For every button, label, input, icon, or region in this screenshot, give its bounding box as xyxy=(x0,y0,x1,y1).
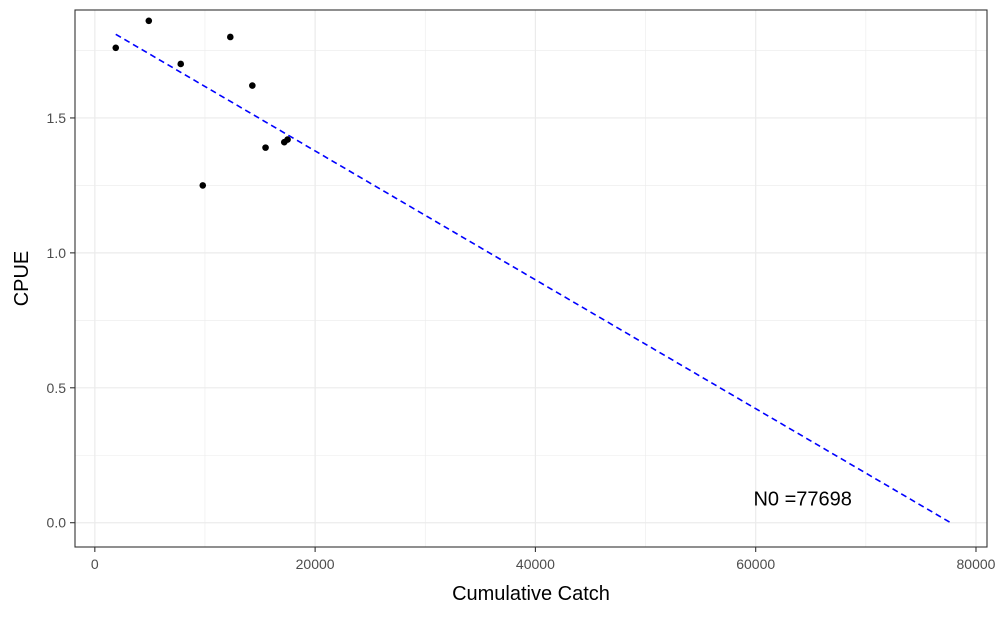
y-tick-label: 1.0 xyxy=(47,245,67,261)
axis-ticks: 0 20000 40000 60000 80000 0.0 0.5 1.0 1.5 xyxy=(47,110,996,572)
y-tick-label: 1.5 xyxy=(47,110,67,126)
x-tick-label: 60000 xyxy=(736,556,775,572)
data-points xyxy=(112,17,291,189)
data-point xyxy=(262,144,269,151)
x-tick-label: 20000 xyxy=(296,556,335,572)
annotations: N0 =77698 xyxy=(753,488,851,510)
annotation-label: N0 =77698 xyxy=(753,488,851,510)
x-tick-label: 0 xyxy=(91,556,99,572)
y-tick-label: 0.0 xyxy=(47,515,67,531)
x-axis-title: Cumulative Catch xyxy=(452,583,610,605)
y-tick-label: 0.5 xyxy=(47,380,67,396)
x-tick-label: 40000 xyxy=(516,556,555,572)
fit-line xyxy=(115,33,952,524)
data-point xyxy=(249,82,256,89)
x-tick-label: 80000 xyxy=(957,556,996,572)
fit-line-layer xyxy=(115,33,952,524)
data-point xyxy=(177,60,185,68)
data-point xyxy=(112,44,120,52)
data-point xyxy=(145,17,153,25)
data-point xyxy=(284,136,291,143)
grid-lines xyxy=(75,10,987,547)
y-axis-title: CPUE xyxy=(11,251,33,307)
data-point xyxy=(199,182,207,189)
plot-panel-border xyxy=(74,9,988,548)
data-point xyxy=(227,33,234,41)
